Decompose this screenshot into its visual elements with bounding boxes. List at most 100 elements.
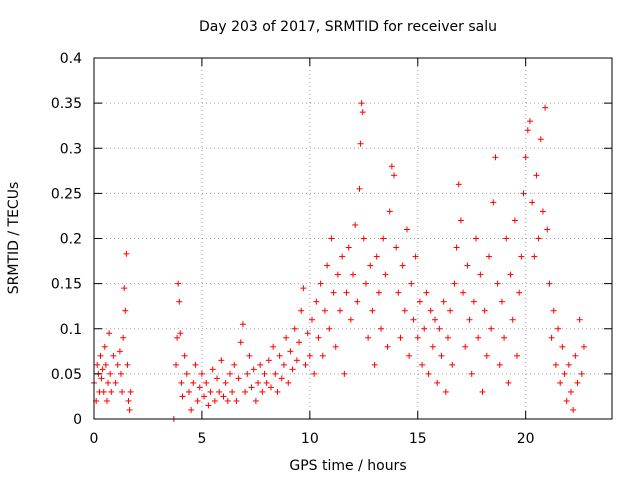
y-axis-label: SRMTID / TECUs — [6, 182, 22, 295]
data-point — [477, 271, 484, 278]
data-point — [298, 307, 305, 314]
data-point — [531, 253, 538, 260]
data-point — [287, 348, 294, 355]
data-point — [514, 352, 521, 359]
data-point — [393, 244, 400, 251]
data-point — [496, 361, 503, 368]
data-point — [177, 330, 184, 337]
data-point — [207, 388, 214, 395]
data-point — [462, 343, 469, 350]
data-point — [395, 289, 402, 296]
data-point — [190, 379, 197, 386]
data-point — [235, 375, 242, 382]
data-point — [365, 334, 372, 341]
data-point — [259, 388, 266, 395]
data-point — [339, 253, 346, 260]
data-point — [250, 366, 257, 373]
data-point — [119, 388, 126, 395]
data-point — [360, 235, 367, 242]
data-point — [412, 253, 419, 260]
data-point — [313, 298, 320, 305]
data-point — [205, 402, 212, 409]
data-point — [94, 361, 101, 368]
data-point — [222, 379, 229, 386]
data-point — [100, 388, 107, 395]
data-point — [490, 199, 497, 206]
data-point — [397, 334, 404, 341]
data-point — [483, 352, 490, 359]
data-point — [501, 334, 508, 341]
data-point — [505, 379, 512, 386]
data-point — [388, 163, 395, 170]
y-tick-label: 0 — [73, 412, 82, 428]
data-point — [293, 357, 300, 364]
data-point — [520, 190, 527, 197]
data-point — [280, 361, 287, 368]
data-point — [380, 235, 387, 242]
data-point — [567, 388, 574, 395]
data-point — [209, 366, 216, 373]
data-point — [176, 298, 183, 305]
data-point — [542, 104, 549, 111]
data-point — [343, 289, 350, 296]
y-tick-label: 0.1 — [60, 322, 82, 338]
data-point — [507, 271, 514, 278]
data-point — [557, 379, 564, 386]
data-point — [276, 352, 283, 359]
data-point — [263, 379, 270, 386]
data-point — [334, 271, 341, 278]
data-point — [285, 379, 292, 386]
data-point — [231, 361, 238, 368]
data-point — [274, 388, 281, 395]
data-point — [337, 307, 344, 314]
data-point — [110, 352, 117, 359]
data-point — [107, 370, 114, 377]
data-point — [244, 370, 251, 377]
data-point — [211, 397, 218, 404]
data-point — [367, 262, 374, 269]
data-point — [552, 361, 559, 368]
data-point — [470, 298, 477, 305]
data-point — [261, 370, 268, 377]
data-point — [174, 334, 181, 341]
data-point — [574, 379, 581, 386]
data-point — [466, 316, 473, 323]
data-point — [350, 271, 356, 278]
data-point — [226, 370, 233, 377]
data-point — [406, 352, 413, 359]
data-point — [369, 307, 376, 314]
data-point — [423, 289, 430, 296]
data-point — [175, 280, 182, 287]
data-point — [509, 316, 516, 323]
data-point — [419, 361, 426, 368]
data-point — [559, 343, 566, 350]
data-point — [371, 361, 378, 368]
data-point — [548, 334, 555, 341]
data-point — [216, 388, 223, 395]
data-point — [248, 384, 255, 391]
data-point — [386, 208, 393, 215]
data-point — [356, 185, 363, 192]
x-tick-label: 20 — [517, 431, 535, 447]
data-point — [451, 280, 458, 287]
data-point — [359, 109, 366, 116]
data-point — [255, 379, 262, 386]
data-point — [102, 361, 109, 368]
data-point — [291, 325, 298, 332]
data-point — [283, 334, 290, 341]
data-point — [289, 366, 296, 373]
data-point — [224, 397, 231, 404]
data-point — [432, 316, 439, 323]
data-point — [498, 298, 505, 305]
x-tick-label: 0 — [90, 431, 99, 447]
axis-ticks — [93, 57, 612, 420]
x-tick-label: 5 — [197, 431, 206, 447]
y-tick-label: 0.2 — [60, 232, 82, 248]
data-point — [427, 307, 434, 314]
data-point — [421, 325, 428, 332]
data-point — [252, 397, 259, 404]
data-point — [544, 226, 551, 233]
data-point — [357, 140, 364, 147]
data-point — [526, 118, 533, 125]
